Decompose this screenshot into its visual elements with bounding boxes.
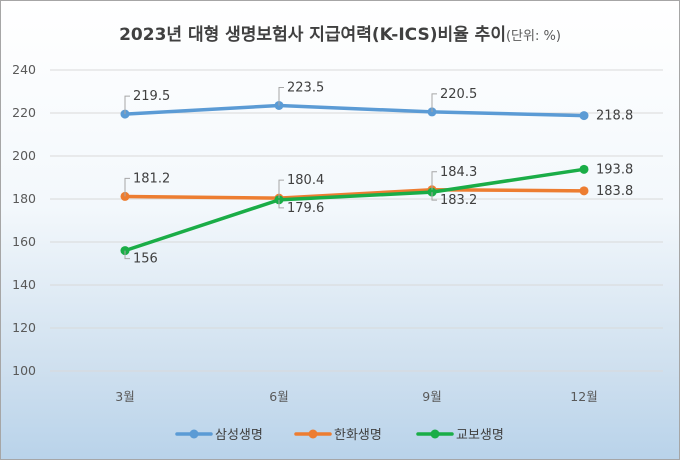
data-label: 220.5	[440, 87, 477, 102]
leader-line	[278, 179, 284, 199]
y-tick-label: 140	[12, 277, 36, 292]
data-label: 219.5	[133, 89, 170, 104]
data-label: 218.8	[596, 109, 633, 124]
chart-title-group: 2023년 대형 생명보험사 지급여력(K-ICS)비율 추이(단위: %)	[119, 24, 561, 45]
data-label: 183.8	[596, 184, 633, 199]
x-tick-label: 12월	[570, 389, 597, 404]
chart-title-unit: (단위: %)	[506, 29, 561, 44]
legend-swatch-marker	[189, 429, 199, 439]
data-label: 179.6	[287, 201, 324, 216]
gridlines	[50, 69, 663, 372]
y-tick-label: 180	[12, 191, 36, 206]
y-axis-ticks: 100 120 140 160 180 200 220 240	[12, 62, 36, 378]
leader-line	[124, 95, 130, 115]
chart-title: 2023년 대형 생명보험사 지급여력(K-ICS)비율 추이	[119, 24, 506, 45]
data-label: 181.2	[133, 171, 170, 186]
data-point	[579, 164, 589, 174]
legend: 삼성생명 한화생명 교보생명	[175, 428, 504, 443]
leader-line	[124, 177, 130, 197]
y-tick-label: 200	[12, 148, 36, 163]
legend-label: 삼성생명	[215, 428, 263, 443]
leader-line	[124, 250, 130, 260]
data-label: 184.3	[440, 165, 477, 180]
legend-swatch-marker	[430, 429, 440, 439]
data-label: 193.8	[596, 162, 633, 177]
leader-line	[278, 86, 284, 106]
x-tick-label: 6월	[269, 389, 288, 404]
leader-line	[431, 192, 437, 201]
data-label: 180.4	[287, 173, 324, 188]
data-point	[579, 111, 589, 121]
y-tick-label: 240	[12, 62, 36, 77]
legend-label: 한화생명	[334, 428, 382, 443]
leader-line	[278, 199, 284, 209]
y-tick-label: 160	[12, 234, 36, 249]
leader-line	[431, 93, 437, 112]
data-label: 183.2	[440, 193, 477, 208]
legend-swatch-marker	[308, 429, 318, 439]
y-tick-label: 100	[12, 363, 36, 378]
data-point	[579, 186, 589, 196]
data-label: 223.5	[287, 80, 324, 95]
y-tick-label: 220	[12, 105, 36, 120]
data-label: 156	[133, 252, 158, 267]
series-line	[123, 188, 586, 200]
data-labels: 219.5 223.5 220.5 218.8 181.2 180.4 184.3 183.8…	[124, 80, 633, 267]
leader-line	[431, 171, 437, 190]
y-tick-label: 120	[12, 320, 36, 335]
legend-label: 교보생명	[456, 428, 504, 443]
x-tick-label: 9월	[422, 389, 441, 404]
x-axis-ticks: 3월 6월 9월 12월	[115, 389, 597, 404]
series-lines	[120, 100, 589, 256]
series-line	[123, 167, 586, 253]
series-line	[123, 103, 586, 118]
x-tick-label: 3월	[115, 389, 134, 404]
